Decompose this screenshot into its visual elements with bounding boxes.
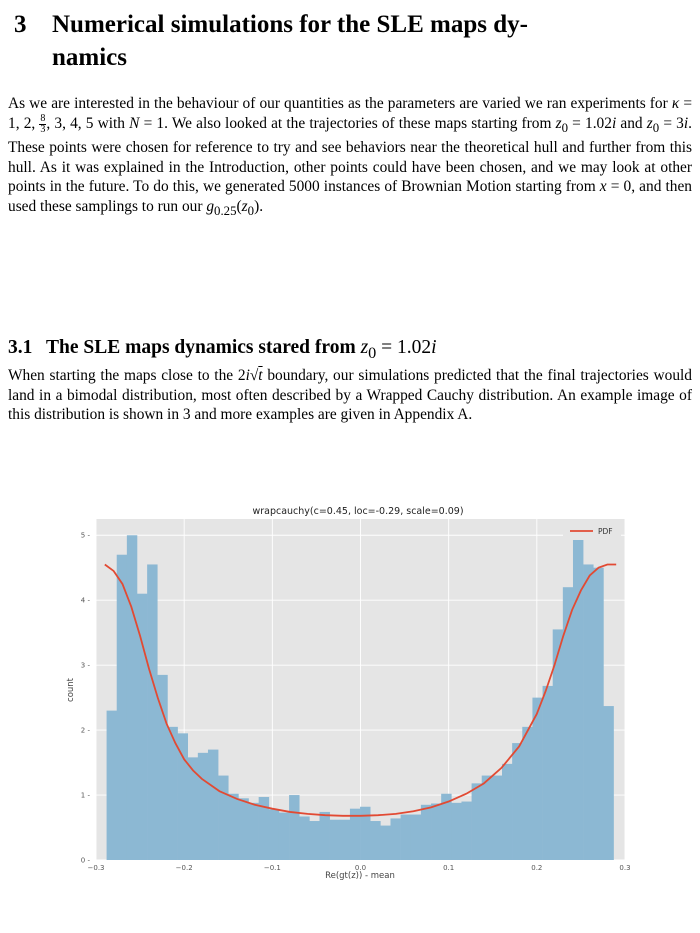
histogram-bar — [106, 710, 118, 860]
histogram-bar — [461, 801, 472, 860]
subsection-title: 3.1 The SLE maps dynamics stared from z0 … — [8, 337, 437, 362]
intro-paragraph: As we are interested in the behaviour of… — [8, 95, 693, 218]
histogram-bar — [410, 814, 422, 860]
histogram-bar — [552, 629, 564, 860]
histogram-bar — [502, 763, 513, 860]
histogram-bar — [593, 567, 604, 860]
histogram-bar — [481, 775, 493, 860]
histogram-bar — [339, 819, 351, 860]
x-tick-label: −0.3 — [88, 864, 105, 872]
section-title: 3 Numerical simulations for the SLE maps … — [14, 8, 686, 74]
histogram-bar — [289, 795, 300, 860]
histogram-bar — [299, 816, 310, 860]
legend-pdf-label: PDF — [598, 527, 613, 536]
x-tick-label: 0.2 — [531, 864, 542, 872]
histogram-bar — [431, 803, 442, 860]
histogram-bar — [187, 757, 199, 860]
histogram-bar — [542, 685, 554, 860]
histogram-bar — [471, 783, 483, 860]
y-tick-labels: 0 - 1 - 2 - 3 - 4 - 5 - — [81, 532, 91, 865]
histogram-bar — [380, 825, 391, 860]
y-tick-label: 3 - — [81, 662, 91, 670]
histogram-bar — [177, 733, 188, 860]
x-axis-label: Re(gt(z)) - mean — [325, 871, 395, 880]
histogram-bar — [126, 535, 138, 860]
pdf-curve — [104, 563, 617, 817]
y-axis-label: count — [66, 677, 76, 702]
histogram-bar — [390, 818, 401, 860]
y-tick-label: 1 - — [81, 792, 91, 800]
histogram-bar — [451, 802, 462, 860]
histogram-chart: wrapcauchy(c=0.45, loc=-0.29, scale=0.09… — [66, 506, 631, 880]
histogram-bar — [400, 814, 412, 860]
histogram-bar — [349, 808, 361, 860]
subsection-number: 3.1 — [8, 337, 33, 358]
histogram-bar — [207, 749, 219, 860]
histogram-bar — [268, 809, 280, 860]
section-number: 3 — [14, 11, 27, 38]
x-tick-label: 0.0 — [355, 864, 366, 872]
histogram-bar — [360, 806, 371, 860]
x-tick-label: −0.1 — [264, 864, 281, 872]
histogram-bar — [522, 726, 533, 860]
x-tick-label: 0.3 — [619, 864, 630, 872]
chart-title: wrapcauchy(c=0.45, loc=-0.29, scale=0.09… — [252, 506, 463, 517]
histogram-bar — [167, 726, 178, 860]
histogram-bar — [228, 793, 239, 860]
histogram-bar — [319, 811, 330, 860]
histogram-bar — [329, 819, 341, 860]
histogram-bar — [532, 697, 543, 860]
histogram-bar — [278, 812, 290, 860]
histogram-bar — [420, 804, 432, 860]
section-title-line1: Numerical simulations for the SLE maps d… — [52, 11, 528, 38]
x-tick-label: −0.2 — [176, 864, 193, 872]
y-tick-label: 4 - — [81, 597, 91, 605]
histogram-bar — [147, 564, 158, 860]
histogram-bar — [441, 793, 452, 860]
y-tick-label: 5 - — [81, 532, 91, 540]
subsection-paragraph: When starting the maps close to the 2i√t… — [8, 367, 692, 423]
y-tick-label: 2 - — [81, 727, 91, 735]
histogram-bar — [258, 796, 270, 860]
histogram-bar — [238, 798, 249, 860]
histogram-bar — [562, 587, 574, 860]
histogram-bar — [309, 821, 320, 860]
histogram-bar — [370, 821, 381, 860]
histogram-bar — [136, 593, 148, 860]
histogram-bar — [583, 564, 594, 860]
legend: PDF — [563, 523, 621, 540]
x-tick-labels: −0.3 −0.2 −0.1 0.0 0.1 0.2 0.3 — [88, 864, 631, 872]
histogram-bar — [218, 775, 229, 860]
histogram-bar — [603, 706, 614, 860]
histogram-bar — [248, 802, 259, 860]
section-title-line2: namics — [52, 44, 127, 71]
histogram-bar — [116, 554, 128, 860]
page-bottom-fragment — [380, 905, 700, 933]
histogram-bar — [491, 775, 503, 860]
y-tick-label: 0 - — [81, 857, 91, 865]
histogram-bar — [157, 674, 168, 860]
histogram-bar — [512, 743, 523, 860]
histogram-bar — [197, 752, 209, 860]
x-tick-label: 0.1 — [443, 864, 454, 872]
histogram-bars — [106, 531, 614, 860]
histogram-bar — [572, 531, 584, 860]
